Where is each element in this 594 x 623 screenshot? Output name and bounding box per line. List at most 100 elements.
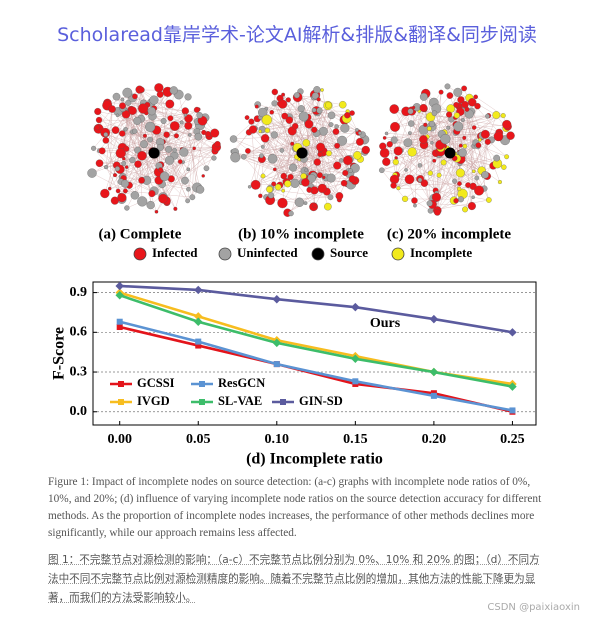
network-node <box>230 152 241 163</box>
network-node <box>146 200 155 210</box>
network-node <box>169 86 178 95</box>
network-node <box>474 185 484 196</box>
network-edge <box>117 96 189 192</box>
network-edge <box>274 103 304 177</box>
network-node <box>461 85 467 92</box>
network-node <box>289 163 298 172</box>
network-node <box>444 83 451 90</box>
network-edge <box>162 143 218 198</box>
network-node <box>328 122 334 127</box>
network-node <box>145 121 156 132</box>
network-edge <box>323 131 338 166</box>
network-node <box>281 92 286 97</box>
network-node <box>306 187 313 193</box>
network-edge <box>269 189 300 203</box>
network-graph <box>379 83 515 216</box>
legend-marker <box>118 381 124 387</box>
network-edge <box>105 134 175 156</box>
data-point <box>195 338 202 345</box>
network-edge <box>282 94 356 181</box>
network-node <box>95 159 104 168</box>
network-node <box>279 148 285 153</box>
caption-chinese: 图 1：不完整节点对源检测的影响：（a-c）不完整节点比例分别为 0%、10% … <box>48 554 540 604</box>
data-point <box>508 328 517 337</box>
panel-label: (c) 20% incomplete <box>387 226 511 242</box>
network-edge <box>437 104 457 211</box>
network-edge <box>272 115 285 159</box>
network-node <box>403 138 413 148</box>
network-node <box>457 196 464 203</box>
network-node <box>297 105 305 113</box>
network-node <box>303 201 308 205</box>
network-node <box>471 195 475 200</box>
network-node <box>485 113 490 119</box>
network-edge <box>151 110 203 121</box>
data-point <box>194 285 203 295</box>
header-title: Scholaread靠岸学术-论文AI解析&排版&翻译&同步阅读 <box>57 24 537 46</box>
y-tick-label: 0.6 <box>70 325 88 340</box>
network-node <box>137 196 148 207</box>
network-node <box>94 124 101 131</box>
network-node <box>163 131 170 138</box>
network-node <box>278 99 288 109</box>
network-edge <box>292 110 317 144</box>
network-node <box>455 168 465 178</box>
network-edge <box>272 158 304 177</box>
network-node <box>248 118 255 125</box>
network-edge <box>381 147 441 171</box>
network-node <box>453 121 464 132</box>
data-point <box>509 407 516 414</box>
network-node <box>480 129 490 139</box>
network-node <box>471 169 476 174</box>
network-node <box>114 166 120 172</box>
network-node <box>274 183 282 191</box>
network-node <box>492 111 501 119</box>
network-node <box>280 172 287 180</box>
network-node <box>446 92 454 99</box>
network-node <box>453 198 459 204</box>
network-node <box>271 100 278 107</box>
network-node <box>111 126 120 134</box>
network-node <box>361 145 370 155</box>
network-edge <box>481 141 488 171</box>
network-node <box>417 177 423 183</box>
network-edge <box>151 110 182 123</box>
network-node <box>186 186 191 192</box>
network-node <box>390 121 400 132</box>
network-node <box>316 107 323 114</box>
network-node <box>417 163 423 168</box>
network-node <box>298 111 309 122</box>
network-edge <box>311 134 363 178</box>
network-edge <box>330 183 345 198</box>
legend-marker <box>199 399 205 405</box>
caption-english: Figure 1: Impact of incomplete nodes on … <box>48 476 542 539</box>
network-node <box>431 110 438 117</box>
network-node <box>203 165 210 172</box>
network-node <box>313 158 321 166</box>
network-node <box>123 127 128 132</box>
legend-label: ResGCN <box>218 376 265 390</box>
network-node <box>147 107 156 116</box>
network-node <box>103 165 109 170</box>
network-node <box>100 188 110 199</box>
network-node <box>214 141 221 148</box>
network-edge <box>292 130 352 185</box>
network-node <box>348 175 357 183</box>
network-node <box>271 88 278 96</box>
network-node <box>179 147 189 157</box>
network-node <box>290 141 295 146</box>
network-node <box>133 116 142 125</box>
network-edge <box>449 95 458 116</box>
network-node <box>248 125 258 134</box>
network-node <box>430 141 434 145</box>
network-node <box>426 126 432 131</box>
network-node <box>169 121 180 131</box>
figure: (a) Complete (b) 10% incomplete (c) 20% in… <box>51 83 537 468</box>
network-edge <box>114 150 156 201</box>
network-node <box>160 118 167 124</box>
network-edge <box>105 140 159 173</box>
network-node <box>138 177 145 184</box>
network-node <box>147 136 153 143</box>
network-node <box>427 207 434 214</box>
